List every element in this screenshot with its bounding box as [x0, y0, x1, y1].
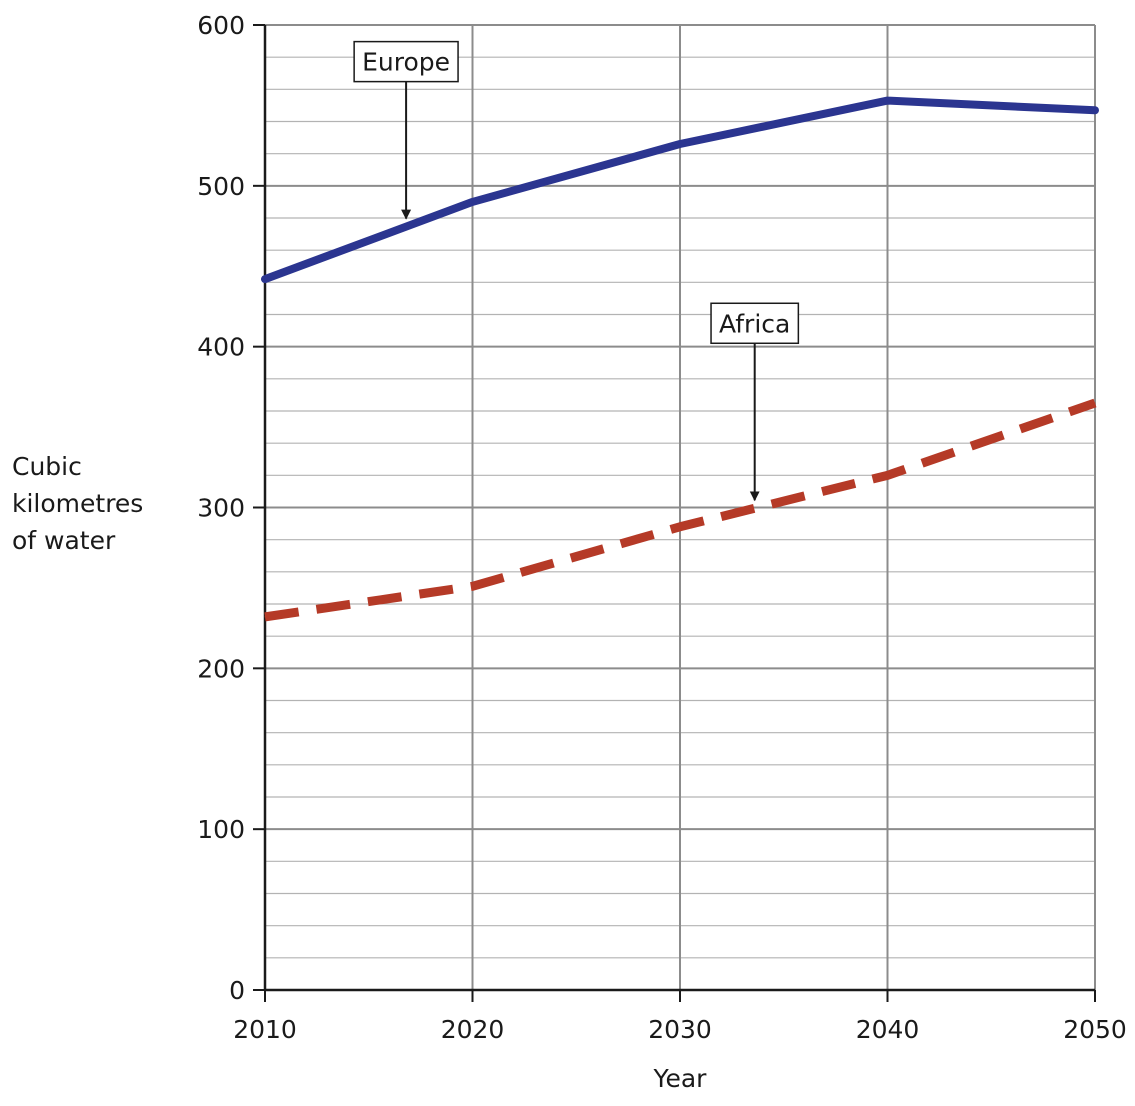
y-tick-label: 400: [197, 333, 245, 362]
africa-callout: Africa: [710, 302, 800, 502]
y-axis-title-line: Cubic: [12, 452, 82, 481]
y-tick-label: 0: [229, 976, 245, 1005]
axis-titles: Year Cubic kilometres of water: [12, 452, 707, 1093]
grid: [265, 24, 1096, 990]
europe-data-point: [472, 201, 473, 203]
x-tick-label: 2020: [441, 1015, 505, 1044]
africa-data-point: [264, 616, 266, 618]
x-tick-label: 2030: [648, 1015, 712, 1044]
europe-data-point: [679, 143, 681, 145]
x-axis-title: Year: [653, 1064, 708, 1093]
tick-labels: 0 100 200 300 400 500 600 2010 2020 2030 2040 2050: [197, 11, 1127, 1044]
africa-callout-box: [710, 302, 800, 345]
europe-callout-label: Europe: [362, 48, 450, 77]
series: [261, 96, 1099, 622]
africa-data-point: [887, 474, 888, 476]
y-axis-title-line: of water: [12, 526, 116, 555]
africa-data-point: [472, 585, 473, 587]
europe-data-point: [264, 278, 266, 280]
callouts: Europe Africa: [353, 40, 800, 502]
y-tick-label: 300: [197, 494, 245, 523]
y-tick-label: 600: [197, 11, 245, 40]
y-tick-label: 100: [197, 815, 245, 844]
africa-data-point: [1094, 402, 1096, 404]
europe-data-point: [887, 100, 888, 102]
x-tick-label: 2010: [233, 1015, 297, 1044]
europe-data-point: [1094, 109, 1096, 111]
y-tick-label: 200: [197, 654, 245, 683]
europe-callout: Europe: [353, 40, 459, 220]
y-tick-label: 500: [197, 172, 245, 201]
x-tick-label: 2040: [856, 1015, 920, 1044]
y-axis-title: Cubic kilometres of water: [12, 452, 143, 555]
x-tick-label: 2050: [1063, 1015, 1127, 1044]
africa-callout-label: Africa: [719, 309, 790, 338]
africa-data-point: [679, 526, 681, 528]
axes: [253, 24, 1096, 1002]
y-axis-title-line: kilometres: [12, 489, 143, 518]
